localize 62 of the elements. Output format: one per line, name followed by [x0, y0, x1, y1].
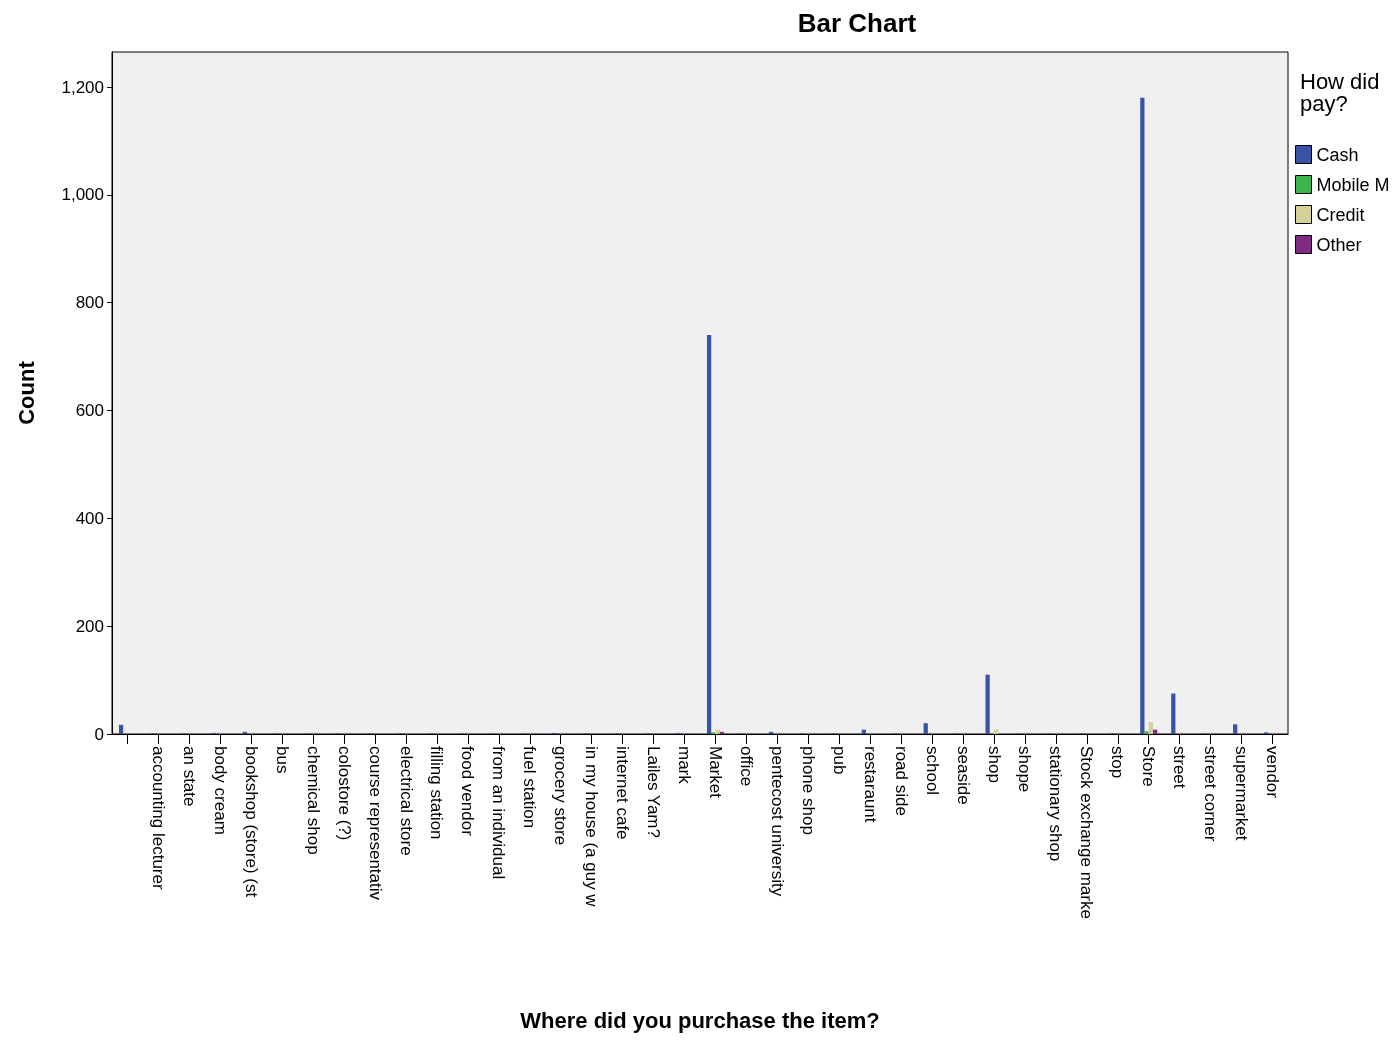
bar — [715, 729, 720, 734]
bar — [706, 335, 712, 734]
x-tick-label: phone shop — [798, 746, 818, 835]
x-tick-label: pentecost university — [767, 746, 787, 897]
y-axis-title: Count — [13, 360, 39, 425]
x-tick-label: an state — [179, 746, 199, 807]
x-tick-label: Stock exchange marke — [1077, 746, 1097, 919]
x-tick-label: accounting lecturer — [148, 746, 168, 890]
x-tick-label: Lailes Yam? — [644, 746, 664, 838]
bar — [1140, 97, 1145, 734]
x-tick-label: filling station — [427, 746, 447, 840]
x-tick-label: Store — [1139, 746, 1159, 787]
y-tick-label: 600 — [75, 401, 104, 421]
x-tick-label: road side — [891, 746, 911, 816]
bar — [1148, 722, 1153, 734]
x-tick-label: colostore (?) — [334, 746, 354, 841]
x-tick-label: bookshop (store) (st — [241, 746, 261, 898]
bar — [118, 724, 124, 734]
legend-title: How did pay? — [1300, 68, 1386, 116]
x-tick-label: in my house (a guy w — [582, 746, 602, 908]
x-tick-label: bus — [272, 746, 292, 774]
x-tick-label: seaside — [953, 746, 973, 805]
x-tick-label: chemical shop — [303, 746, 323, 855]
legend-label: Credit — [1316, 204, 1365, 225]
x-tick-label: course representativ — [365, 746, 385, 901]
x-tick-label: mark — [675, 746, 695, 785]
x-tick-label: from an individual — [489, 746, 509, 880]
bar — [1171, 693, 1176, 734]
x-tick-label: internet cafe — [613, 746, 633, 840]
x-tick-label: body cream — [210, 746, 230, 835]
x-tick-label: pub — [829, 746, 849, 775]
x-tick-label: office — [736, 746, 756, 787]
y-tick-label: 0 — [94, 724, 104, 744]
legend-label: Other — [1316, 234, 1362, 255]
legend-label: Mobile M — [1316, 174, 1390, 195]
x-tick-label: shope — [1015, 746, 1035, 793]
x-tick-label: stationary shop — [1046, 746, 1066, 862]
bar — [923, 723, 928, 734]
x-tick-label: electrical store — [396, 746, 416, 856]
x-tick-label: grocery store — [551, 746, 571, 846]
x-tick-label: food vendor — [458, 746, 478, 837]
x-tick-label: restaraunt — [860, 746, 880, 823]
y-tick-label: 200 — [75, 616, 104, 636]
y-tick-label: 1,200 — [61, 77, 104, 97]
x-tick-label: supermarket — [1232, 746, 1252, 841]
x-tick-label: street corner — [1201, 746, 1221, 842]
bar — [1233, 724, 1238, 734]
y-tick-label: 1,000 — [61, 185, 104, 205]
bar — [1144, 731, 1149, 734]
x-tick-label: stop — [1108, 746, 1128, 779]
legend-label: Cash — [1316, 144, 1359, 165]
x-tick-label: school — [922, 746, 942, 796]
x-tick-label: street — [1170, 746, 1190, 789]
x-tick-label: shop — [984, 746, 1004, 783]
x-axis-title: Where did you purchase the item? — [520, 1007, 880, 1033]
y-tick-label: 800 — [75, 293, 104, 313]
chart-title: Bar Chart — [797, 8, 917, 38]
x-tick-label: fuel station — [520, 746, 540, 829]
y-tick-label: 400 — [75, 508, 104, 528]
x-tick-label: vendor — [1263, 746, 1283, 799]
bar — [985, 674, 990, 734]
x-tick-label: Market — [705, 746, 725, 799]
